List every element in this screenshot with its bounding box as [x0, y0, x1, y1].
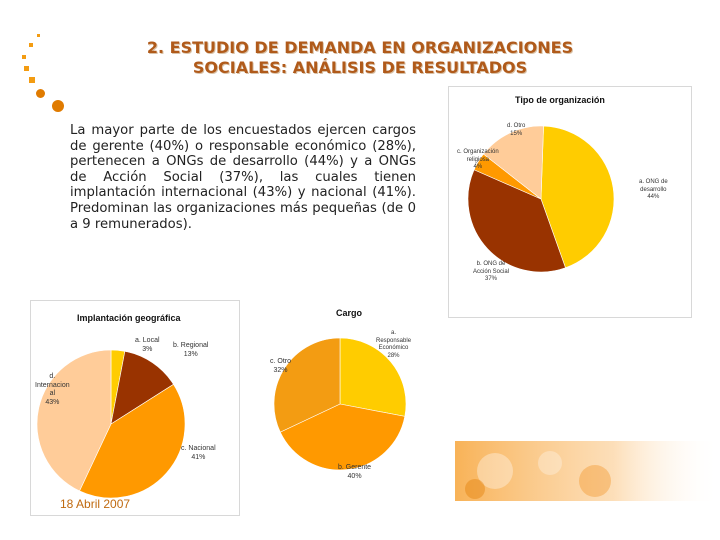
slice-label-b: b. ONG de Acción Social 37% — [473, 261, 510, 282]
pie-slice-d-otro — [483, 125, 544, 200]
pie-slice-c-otro — [273, 337, 341, 433]
slide-title-line1: 2. ESTUDIO DE DEMANDA EN ORGANIZACIONES — [146, 38, 574, 57]
pie-slice-d-internacional — [36, 349, 112, 492]
slice-label-c: c. Nacional 41% — [181, 445, 216, 461]
pie-chart — [273, 337, 407, 471]
pie-slice-a-responsable-econ-mico — [339, 337, 407, 417]
pie-slice-b-regional — [110, 350, 174, 425]
slice-label-a: a. Local 3% — [135, 337, 160, 353]
pie-chart — [467, 125, 615, 273]
chart-title: Tipo de organización — [515, 95, 605, 105]
slice-label-c: c. Organización religiosa 4% — [457, 149, 499, 170]
slide-title: 2. ESTUDIO DE DEMANDA EN ORGANIZACIONES … — [80, 38, 640, 78]
pie-chart — [36, 349, 186, 499]
chart-implantacion-geografica: Implantación geográfica a. Local 3% b. Re… — [30, 300, 240, 516]
slice-label-a: a. ONG de desarrollo 44% — [639, 179, 668, 200]
pie-slice-c-nacional — [79, 383, 186, 499]
slice-label-b: b. Regional 13% — [173, 342, 209, 358]
chart-cargo: Cargo a. Responsable Económico 28% c. Otro 3… — [240, 300, 438, 500]
pie-slice-b-ong-de-acci-n-social — [467, 169, 566, 273]
slice-label-b: b. Gerente 40% — [338, 464, 372, 480]
slice-label-a: a. Responsable Económico 28% — [376, 330, 412, 359]
pie-slice-b-gerente — [279, 403, 406, 471]
chart-title: Implantación geográfica — [77, 313, 181, 323]
slice-label-d: d. Otro 15% — [507, 123, 526, 137]
slide-date: 18 Abril 2007 — [60, 497, 131, 511]
slice-label-c: c. Otro 32% — [270, 358, 292, 374]
pie-slice-a-ong-de-desarrollo — [540, 125, 615, 269]
chart-tipo-organizacion: Tipo de organización d. Otro 15% c. Organ… — [448, 86, 692, 318]
chart-title: Cargo — [336, 308, 363, 318]
decorative-pattern — [455, 441, 720, 501]
slice-label-d: d. Internacion al 43% — [35, 373, 70, 406]
summary-paragraph: La mayor parte de los encuestados ejerce… — [70, 123, 416, 232]
slide-title-line2: SOCIALES: ANÁLISIS DE RESULTADOS — [192, 58, 528, 77]
